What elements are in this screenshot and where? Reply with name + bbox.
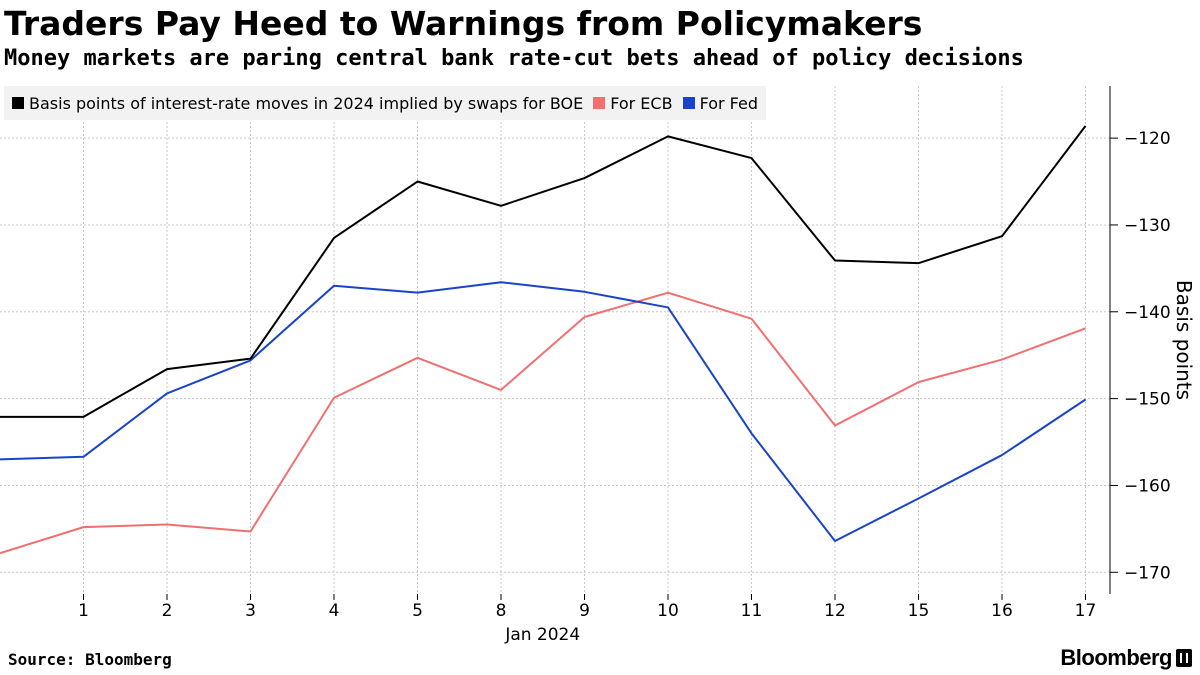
x-tick-label: 15 bbox=[908, 601, 930, 621]
y-tick-label: −170 bbox=[1124, 563, 1171, 583]
y-axis-label: Basis points bbox=[1172, 280, 1196, 400]
x-tick-label: 17 bbox=[1075, 601, 1097, 621]
y-tick-label: −150 bbox=[1124, 390, 1171, 410]
x-tick-label: 9 bbox=[579, 601, 590, 621]
boe-series-line bbox=[0, 125, 1087, 418]
source-note: Source: Bloomberg bbox=[8, 650, 172, 669]
ecb-series-line bbox=[0, 291, 1086, 555]
x-tick-label: 11 bbox=[741, 601, 763, 621]
x-tick-label: 2 bbox=[162, 601, 173, 621]
legend-swatch-ecb bbox=[593, 97, 606, 109]
chart-legend: Basis points of interest-rate moves in 2… bbox=[4, 86, 766, 120]
legend-label-fed: For Fed bbox=[699, 93, 758, 113]
x-tick-label: 8 bbox=[496, 601, 507, 621]
terminal-icon bbox=[1176, 649, 1192, 667]
y-tick-label: −140 bbox=[1124, 303, 1171, 323]
brand-wordmark: Bloomberg bbox=[1060, 645, 1172, 670]
x-group-label: Jan 2024 bbox=[504, 625, 580, 645]
y-tick-label: −130 bbox=[1124, 216, 1171, 236]
brand-logo: Bloomberg bbox=[1060, 645, 1192, 671]
x-tick-label: 10 bbox=[657, 601, 679, 621]
y-tick-label: −160 bbox=[1124, 476, 1171, 496]
chart-title: Traders Pay Heed to Warnings from Policy… bbox=[4, 4, 923, 43]
legend-item-fed: For Fed bbox=[682, 93, 758, 113]
x-tick-label: 1 bbox=[78, 601, 89, 621]
legend-item-ecb: For ECB bbox=[593, 93, 673, 113]
x-tick-label: 16 bbox=[991, 601, 1013, 621]
chart-subtitle: Money markets are paring central bank ra… bbox=[4, 46, 1024, 71]
x-tick-label: 12 bbox=[824, 601, 846, 621]
x-tick-label: 5 bbox=[412, 601, 423, 621]
x-tick-label: 3 bbox=[245, 601, 256, 621]
x-tick-label: 4 bbox=[329, 601, 340, 621]
legend-swatch-fed bbox=[682, 97, 695, 109]
legend-item-boe: Basis points of interest-rate moves in 2… bbox=[12, 94, 583, 113]
legend-swatch-boe bbox=[12, 97, 24, 109]
legend-label-ecb: For ECB bbox=[610, 93, 673, 113]
legend-label-boe: Basis points of interest-rate moves in 2… bbox=[29, 93, 584, 113]
y-tick-label: −120 bbox=[1124, 129, 1171, 149]
fed-series-line bbox=[0, 281, 1087, 543]
